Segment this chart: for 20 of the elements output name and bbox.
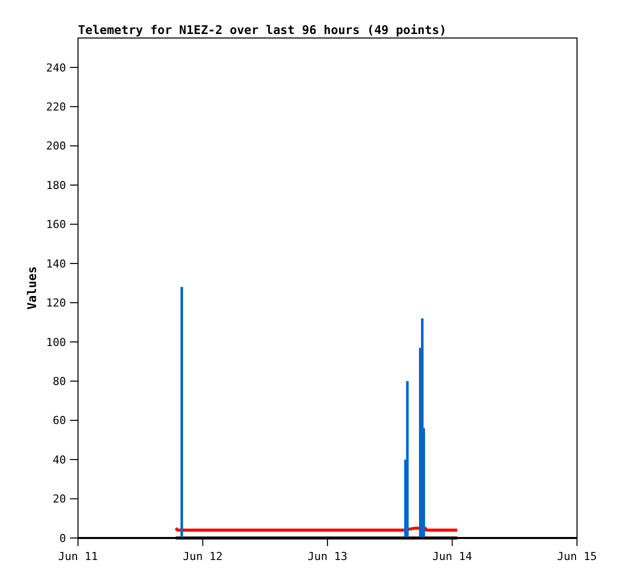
y-tick-label: 220 [46,100,66,114]
y-tick-label: 80 [52,374,66,388]
y-tick-label: 0 [59,532,66,545]
y-tick-label: 200 [46,140,66,153]
y-tick-label: 100 [46,336,66,349]
x-tick-label: Jun 13 [308,550,348,563]
x-tick-label: Jun 14 [432,550,472,563]
x-tick-label: Jun 15 [557,550,597,563]
y-tick-label: 40 [52,453,66,466]
y-tick-label: 120 [46,296,66,310]
y-tick-label: 180 [46,178,66,192]
y-tick-label: 140 [46,257,66,270]
y-tick-label: 20 [52,492,66,506]
y-tick-label: 240 [46,61,66,74]
y-tick-label: 160 [46,218,66,232]
chart-title: Telemetry for N1EZ-2 over last 96 hours (49 points) [78,23,446,37]
y-tick-label: 60 [52,414,66,428]
x-tick-label: Jun 11 [58,550,98,563]
y-axis-title: Values [25,266,39,310]
x-tick-label: Jun 12 [182,550,223,563]
